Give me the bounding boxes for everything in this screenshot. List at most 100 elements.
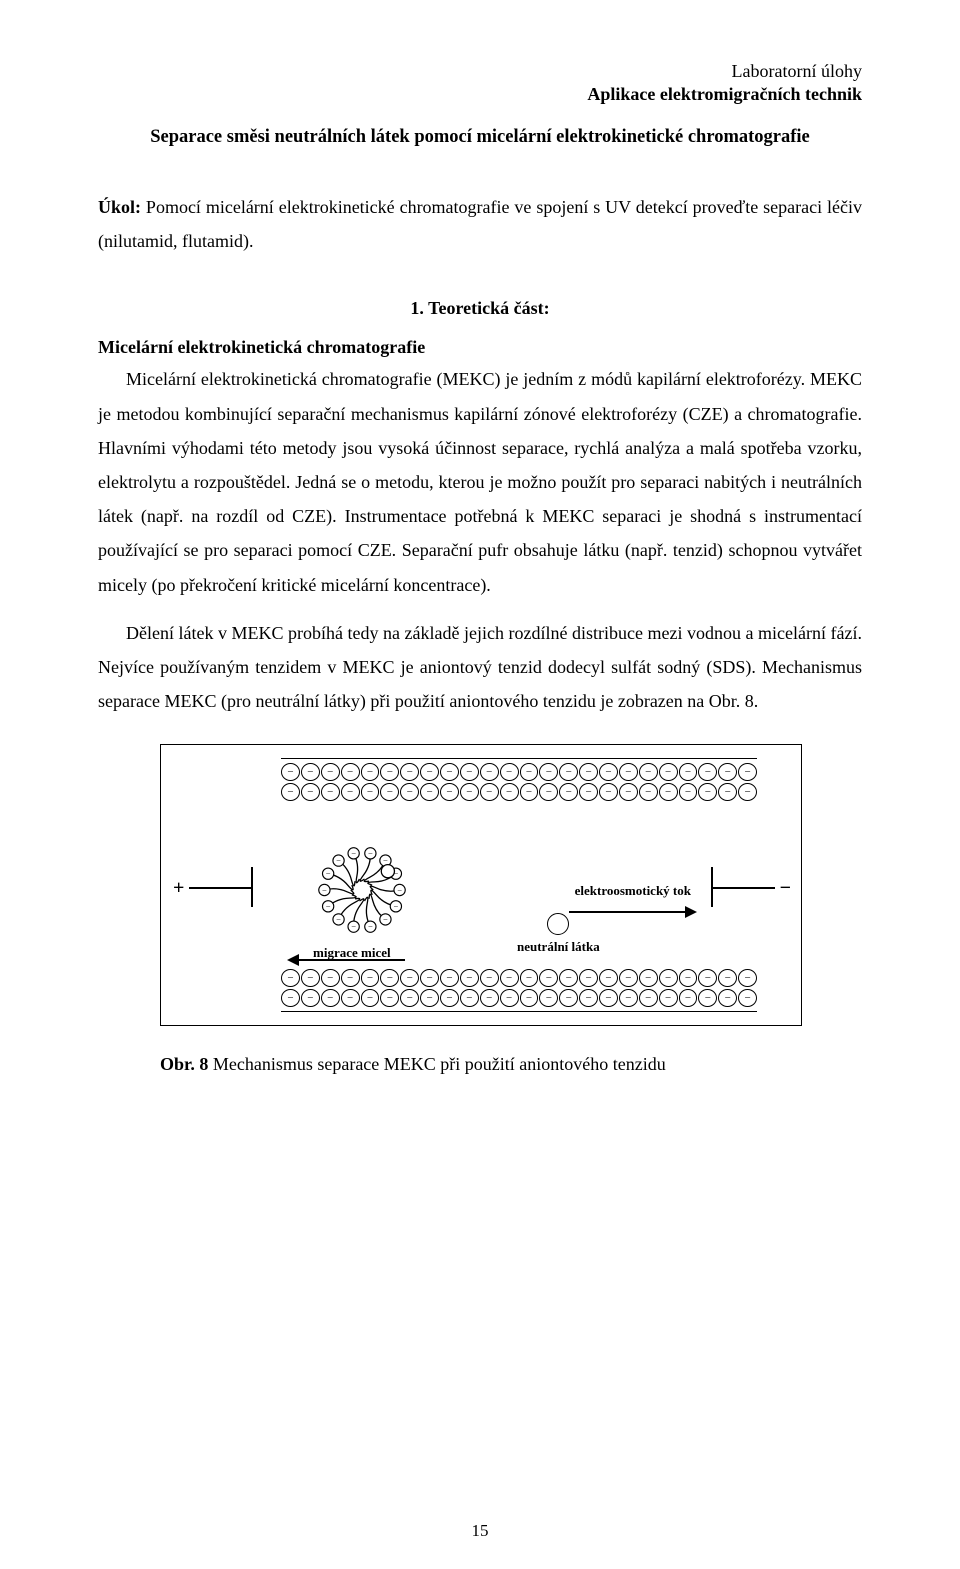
svg-text:−: −: [368, 922, 373, 932]
wall-border-top: [281, 758, 757, 759]
caption-text: Mechanismus separace MEKC při použití an…: [208, 1054, 665, 1074]
charge-circle: −: [361, 763, 380, 781]
charge-circle: −: [559, 969, 578, 987]
charge-circle: −: [718, 763, 737, 781]
charge-circle: −: [679, 783, 698, 801]
charge-circle: −: [400, 783, 419, 801]
wall-row-bottom-outer: −−−−−−−−−−−−−−−−−−−−−−−−: [281, 989, 757, 1007]
eof-label: elektroosmotický tok: [575, 883, 691, 899]
charge-circle: −: [301, 989, 320, 1007]
charge-circle: −: [539, 783, 558, 801]
svg-text:−: −: [322, 885, 327, 895]
charge-circle: −: [520, 969, 539, 987]
section-heading: 1. Teoretická část:: [98, 298, 862, 319]
charge-circle: −: [599, 969, 618, 987]
charge-circle: −: [400, 763, 419, 781]
charge-circle: −: [718, 783, 737, 801]
charge-circle: −: [460, 969, 479, 987]
neutral-label: neutrální látka: [517, 939, 600, 955]
charge-circle: −: [420, 763, 439, 781]
charge-circle: −: [639, 969, 658, 987]
charge-circle: −: [500, 783, 519, 801]
charge-circle: −: [361, 989, 380, 1007]
charge-circle: −: [400, 969, 419, 987]
charge-circle: −: [698, 969, 717, 987]
charge-circle: −: [659, 783, 678, 801]
charge-circle: −: [500, 969, 519, 987]
charge-circle: −: [480, 763, 499, 781]
charge-circle: −: [619, 783, 638, 801]
charge-circle: −: [559, 989, 578, 1007]
electrode-right: [711, 873, 775, 901]
charge-circle: −: [380, 783, 399, 801]
charge-circle: −: [301, 763, 320, 781]
charge-circle: −: [301, 783, 320, 801]
charge-circle: −: [281, 763, 300, 781]
charge-circle: −: [380, 763, 399, 781]
charge-circle: −: [341, 783, 360, 801]
charge-circle: −: [559, 783, 578, 801]
charge-circle: −: [520, 989, 539, 1007]
charge-circle: −: [321, 969, 340, 987]
charge-circle: −: [341, 969, 360, 987]
charge-circle: −: [520, 763, 539, 781]
charge-circle: −: [480, 969, 499, 987]
charge-circle: −: [321, 989, 340, 1007]
charge-circle: −: [738, 989, 757, 1007]
charge-circle: −: [420, 783, 439, 801]
charge-circle: −: [500, 989, 519, 1007]
charge-circle: −: [440, 763, 459, 781]
charge-circle: −: [440, 783, 459, 801]
wall-border-bottom: [281, 1011, 757, 1012]
plus-sign: +: [173, 877, 184, 900]
svg-text:−: −: [351, 922, 356, 932]
svg-text:−: −: [336, 914, 341, 924]
neutral-molecule: neutrální látka: [517, 913, 600, 955]
charge-circle: −: [281, 969, 300, 987]
charge-circle: −: [738, 969, 757, 987]
charge-circle: −: [559, 763, 578, 781]
charge-circle: −: [718, 969, 737, 987]
charge-circle: −: [639, 989, 658, 1007]
figure-caption: Obr. 8 Mechanismus separace MEKC při pou…: [160, 1054, 800, 1075]
charge-circle: −: [539, 969, 558, 987]
charge-circle: −: [679, 969, 698, 987]
charge-circle: −: [281, 783, 300, 801]
charge-circle: −: [698, 763, 717, 781]
caption-label: Obr. 8: [160, 1054, 208, 1074]
charge-circle: −: [539, 763, 558, 781]
charge-circle: −: [341, 989, 360, 1007]
charge-circle: −: [480, 989, 499, 1007]
charge-circle: −: [698, 989, 717, 1007]
charge-circle: −: [380, 989, 399, 1007]
charge-circle: −: [619, 989, 638, 1007]
svg-text:−: −: [336, 856, 341, 866]
svg-text:−: −: [397, 885, 402, 895]
charge-circle: −: [460, 989, 479, 1007]
svg-text:−: −: [326, 869, 331, 879]
minus-sign: −: [780, 877, 791, 900]
charge-circle: −: [281, 989, 300, 1007]
svg-text:−: −: [393, 901, 398, 911]
page-number: 15: [0, 1521, 960, 1541]
charge-circle: −: [619, 763, 638, 781]
charge-circle: −: [380, 969, 399, 987]
charge-circle: −: [500, 763, 519, 781]
charge-circle: −: [361, 969, 380, 987]
charge-circle: −: [619, 969, 638, 987]
charge-circle: −: [599, 989, 618, 1007]
charge-circle: −: [639, 783, 658, 801]
charge-circle: −: [599, 763, 618, 781]
electrode-left: [189, 873, 253, 901]
wall-row-top-inner: −−−−−−−−−−−−−−−−−−−−−−−−: [281, 783, 757, 801]
mekc-diagram: −−−−−−−−−−−−−−−−−−−−−−−− −−−−−−−−−−−−−−−…: [160, 744, 802, 1026]
svg-text:−: −: [351, 848, 356, 858]
charge-circle: −: [738, 763, 757, 781]
charge-circle: −: [400, 989, 419, 1007]
paragraph-2: Dělení látek v MEKC probíhá tedy na zákl…: [98, 616, 862, 719]
svg-text:−: −: [383, 914, 388, 924]
micelle-icon: −−−−−−−−−−−−−−: [315, 843, 409, 937]
svg-text:−: −: [383, 856, 388, 866]
charge-circle: −: [520, 783, 539, 801]
subsection-heading: Micelární elektrokinetická chromatografi…: [98, 337, 862, 358]
